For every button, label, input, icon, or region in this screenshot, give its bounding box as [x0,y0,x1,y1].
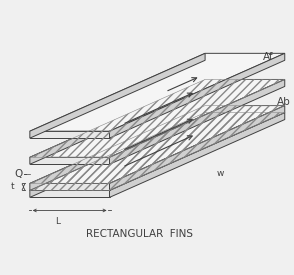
Polygon shape [30,53,285,131]
Polygon shape [109,79,285,164]
Text: w: w [217,169,224,178]
Polygon shape [30,112,285,190]
Polygon shape [30,183,109,190]
Text: Ab: Ab [277,97,291,107]
Polygon shape [30,106,205,190]
Polygon shape [30,157,109,164]
Polygon shape [109,53,285,138]
Polygon shape [30,190,109,197]
Text: L: L [55,217,60,226]
Polygon shape [30,131,109,138]
Polygon shape [30,106,285,183]
Polygon shape [109,112,285,197]
Polygon shape [30,79,285,157]
Text: t: t [11,182,14,191]
Polygon shape [30,79,205,164]
Text: RECTANGULAR  FINS: RECTANGULAR FINS [86,229,193,239]
Text: Q: Q [14,169,22,179]
Polygon shape [30,53,205,138]
Polygon shape [109,106,285,190]
Polygon shape [30,112,205,197]
Text: Af: Af [263,53,273,62]
